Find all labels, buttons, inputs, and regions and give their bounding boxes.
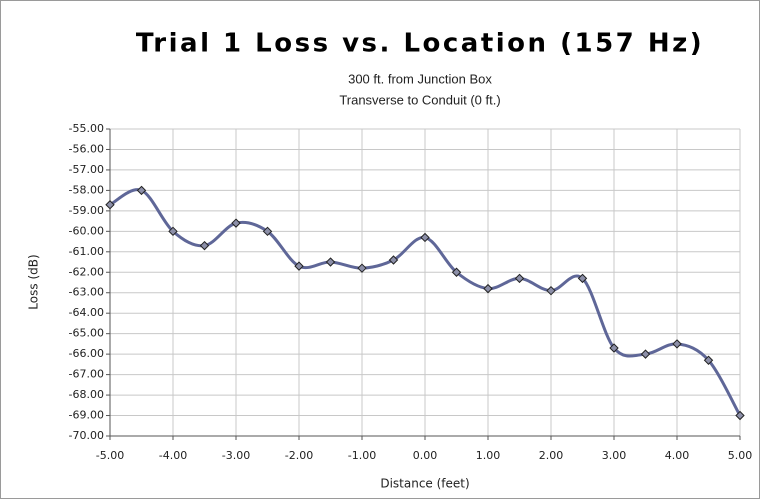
point-marker	[294, 261, 304, 271]
y-tick-label: -61.00	[69, 245, 104, 258]
chart-title: Trial 1 Loss vs. Location (157 Hz)	[136, 29, 704, 59]
point-marker	[231, 218, 241, 228]
chart-subtitle: Transverse to Conduit (0 ft.)	[339, 92, 500, 107]
x-tick-label: 3.00	[602, 449, 627, 462]
x-tick-label: 5.00	[728, 449, 753, 462]
x-tick-label: 2.00	[539, 449, 564, 462]
point-marker	[735, 410, 745, 421]
y-tick-label: -67.00	[69, 368, 104, 381]
y-tick-label: -58.00	[69, 183, 104, 196]
y-tick-label: -56.00	[69, 142, 104, 155]
y-tick-label: -57.00	[69, 163, 104, 176]
y-tick-label: -59.00	[69, 204, 104, 217]
x-tick-label: -2.00	[285, 449, 313, 462]
point-marker	[105, 200, 115, 210]
point-marker	[577, 273, 588, 284]
chart-subtitle: 300 ft. from Junction Box	[348, 71, 492, 86]
x-axis-label: Distance (feet)	[380, 477, 469, 491]
x-tick-label: 1.00	[476, 449, 501, 462]
x-tick-label: -1.00	[348, 449, 376, 462]
point-marker	[703, 355, 714, 365]
point-marker	[640, 349, 651, 359]
y-tick-label: -70.00	[69, 429, 104, 442]
y-tick-label: -68.00	[69, 388, 104, 401]
y-tick-label: -64.00	[69, 306, 104, 319]
point-marker	[514, 273, 525, 284]
x-tick-label: 4.00	[665, 449, 690, 462]
x-tick-label: 0.00	[413, 449, 438, 462]
point-marker	[420, 232, 430, 243]
y-tick-label: -55.00	[69, 122, 104, 135]
y-tick-label: -66.00	[69, 347, 104, 360]
point-marker	[168, 226, 178, 237]
point-marker	[483, 283, 493, 294]
point-marker	[546, 285, 556, 296]
point-marker	[325, 257, 336, 267]
x-tick-label: -3.00	[222, 449, 250, 462]
y-axis-label: Loss (dB)	[27, 254, 41, 309]
x-tick-label: -4.00	[159, 449, 187, 462]
point-marker	[451, 267, 462, 277]
x-tick-label: -5.00	[96, 449, 124, 462]
point-marker	[199, 240, 210, 251]
point-marker	[672, 339, 682, 349]
y-tick-label: -63.00	[69, 286, 104, 299]
point-marker	[388, 255, 399, 265]
y-tick-label: -60.00	[69, 224, 104, 237]
point-marker	[136, 185, 147, 196]
point-marker	[357, 263, 367, 273]
y-tick-label: -69.00	[69, 409, 104, 422]
point-marker	[609, 343, 619, 353]
y-tick-label: -65.00	[69, 327, 104, 340]
point-marker	[262, 226, 273, 237]
y-tick-label: -62.00	[69, 265, 104, 278]
